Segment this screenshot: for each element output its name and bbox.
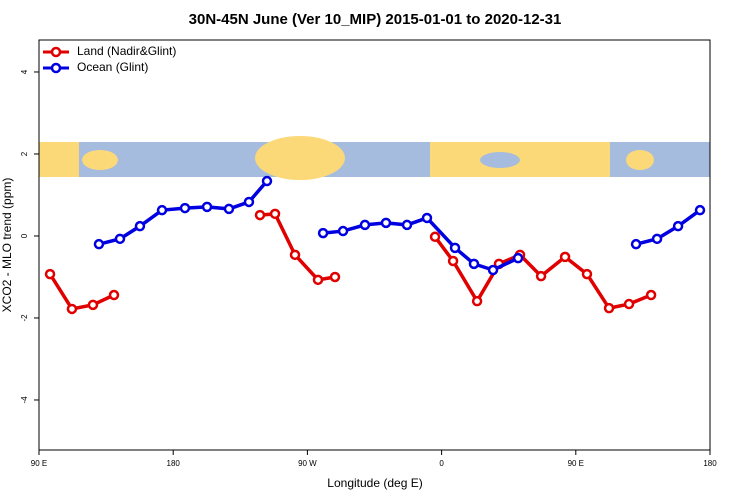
point [449,242,461,254]
x-tick-label: 90 W [298,459,317,468]
point [156,204,168,216]
point [329,271,341,283]
y-tick-label: -2 [20,314,29,322]
y-tick-label: 2 [20,151,29,156]
y-tick-label: 0 [20,233,29,238]
map-band [39,136,710,180]
point [93,238,105,250]
point [243,196,255,208]
point [134,220,146,232]
point [114,233,126,245]
point [289,249,301,261]
point [630,238,642,250]
point [201,201,213,213]
point [535,270,547,282]
point [380,217,392,229]
point [559,251,571,263]
x-tick-label: 0 [439,459,444,468]
y-tick-label: 4 [20,69,29,74]
point [108,289,120,301]
x-tick-label: 90 E [31,459,47,468]
x-tick-label: 90 E [568,459,584,468]
point [447,255,459,267]
point [623,298,635,310]
x-axis-label: Longitude (deg E) [327,476,422,490]
point [581,268,593,280]
point [44,268,56,280]
legend-label: Ocean (Glint) [77,60,148,74]
point [359,219,371,231]
point [429,231,441,243]
point [694,204,706,216]
plot-frame [38,39,711,451]
point [401,219,413,231]
point [512,252,524,264]
point [254,209,266,221]
point [421,212,433,224]
point [317,227,329,239]
point [179,202,191,214]
point [487,264,499,276]
series-line [98,179,702,272]
point [269,208,281,220]
point [223,203,235,215]
legend-label: Land (Nadir&Glint) [77,44,176,58]
x-tick-label: 180 [167,459,181,468]
point [651,233,663,245]
point [672,220,684,232]
point [603,302,615,314]
point [261,175,273,187]
legend-marker [50,62,62,74]
point [471,295,483,307]
point [87,299,99,311]
point [337,225,349,237]
point [468,258,480,270]
y-axis-label: XCO2 - MLO trend (ppm) [0,178,14,313]
chart-title: 30N-45N June (Ver 10_MIP) 2015-01-01 to … [189,11,562,28]
point [312,274,324,286]
point [66,303,78,315]
y-tick-label: -4 [20,396,29,404]
point [645,289,657,301]
legend-marker [50,46,62,58]
x-tick-label: 180 [703,459,717,468]
